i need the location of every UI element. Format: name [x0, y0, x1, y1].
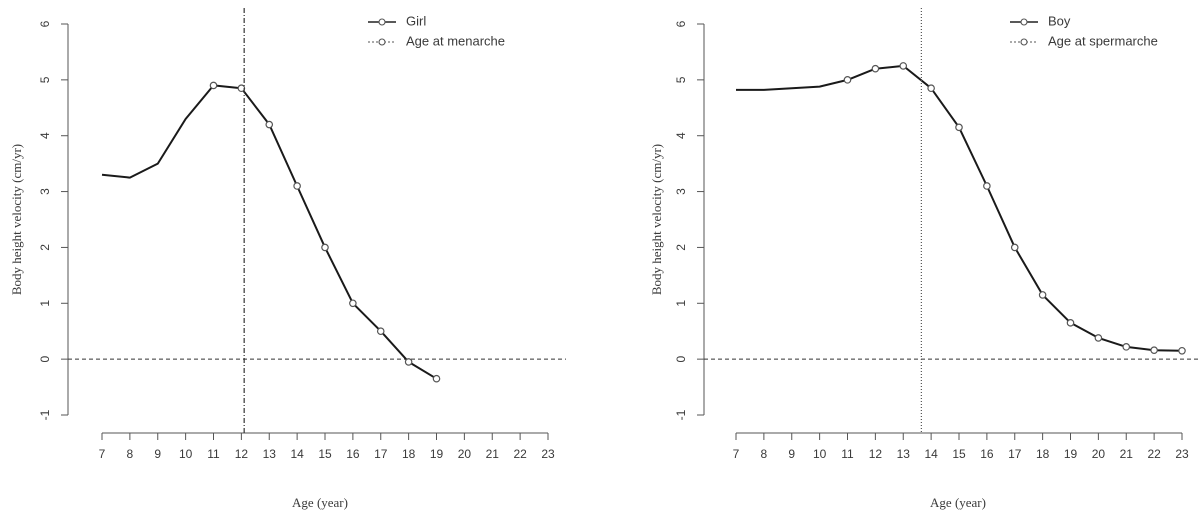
data-point — [1122, 343, 1131, 351]
x-tick-label: 7 — [733, 447, 740, 461]
x-tick-label: 19 — [430, 447, 444, 461]
data-point — [1038, 291, 1047, 299]
y-tick-label: 6 — [38, 20, 52, 27]
y-tick-label: -1 — [674, 409, 688, 420]
x-tick-label: 15 — [952, 447, 966, 461]
x-tick-label: 10 — [179, 447, 193, 461]
x-tick-label: 15 — [318, 447, 332, 461]
x-tick-label: 10 — [813, 447, 827, 461]
x-tick-label: 7 — [99, 447, 106, 461]
legend-swatch-marker — [1020, 18, 1028, 26]
data-point — [349, 299, 357, 308]
x-tick-label: 13 — [263, 447, 277, 461]
data-point — [209, 81, 218, 90]
data-point — [432, 374, 441, 383]
legend: Girl Age at menarche — [368, 13, 505, 48]
y-tick-label: 5 — [38, 76, 52, 83]
legend-swatch-marker — [378, 18, 386, 26]
y-tick-label: 0 — [38, 355, 52, 362]
data-point — [871, 64, 880, 73]
x-tick-label: 17 — [374, 447, 388, 461]
data-point — [293, 182, 301, 190]
x-tick-label: 11 — [207, 447, 220, 461]
data-point — [1066, 319, 1075, 327]
legend-label: Girl — [406, 13, 426, 28]
x-tick-label: 9 — [788, 447, 795, 461]
data-point — [955, 123, 963, 132]
x-tick-label: 16 — [980, 447, 994, 461]
x-tick-label: 11 — [841, 447, 854, 461]
x-tick-label: 21 — [1120, 447, 1134, 461]
data-point — [983, 182, 991, 190]
legend-swatch-marker — [1020, 38, 1028, 46]
y-axis-title: Body height velocity (cm/yr) — [9, 144, 24, 295]
x-tick-label: 20 — [458, 447, 472, 461]
y-tick-label: 0 — [674, 355, 688, 362]
data-point — [927, 84, 935, 93]
data-point — [1010, 243, 1019, 252]
series-line-girl — [101, 84, 438, 380]
y-tick-label: 5 — [674, 76, 688, 83]
y-tick-label: 1 — [674, 300, 688, 307]
x-tick-label: 22 — [1147, 447, 1161, 461]
data-point — [899, 62, 908, 70]
y-tick-label: 3 — [38, 188, 52, 195]
data-point — [265, 120, 274, 129]
y-axis-title: Body height velocity (cm/yr) — [649, 144, 664, 295]
y-tick-label: 2 — [38, 244, 52, 251]
y-tick-label: 6 — [674, 20, 688, 27]
x-tick-label: 23 — [541, 447, 555, 461]
legend-swatch-marker — [378, 38, 386, 46]
legend-label: Age at spermarche — [1048, 33, 1158, 48]
y-tick-label: 2 — [674, 244, 688, 251]
legend-label: Age at menarche — [406, 33, 505, 48]
x-tick-label: 13 — [897, 447, 911, 461]
y-tick-label: 1 — [38, 300, 52, 307]
x-axis-title: Age (year) — [930, 495, 986, 510]
y-tick-label: 4 — [38, 132, 52, 139]
x-tick-label: 8 — [761, 447, 768, 461]
x-tick-label: 19 — [1064, 447, 1078, 461]
x-tick-label: 8 — [127, 447, 134, 461]
data-point — [1150, 346, 1158, 355]
data-point — [404, 358, 413, 366]
legend-label: Boy — [1048, 13, 1071, 28]
x-tick-label: 20 — [1092, 447, 1106, 461]
x-tick-label: 22 — [513, 447, 527, 461]
y-tick-label: -1 — [38, 409, 52, 420]
data-point — [321, 243, 329, 252]
data-point — [843, 76, 852, 84]
x-tick-label: 17 — [1008, 447, 1022, 461]
data-point — [1178, 346, 1186, 355]
x-tick-label: 14 — [924, 447, 938, 461]
x-tick-label: 14 — [290, 447, 304, 461]
x-tick-label: 23 — [1175, 447, 1189, 461]
x-tick-label: 12 — [869, 447, 883, 461]
y-tick-label: 3 — [674, 188, 688, 195]
data-point — [1094, 334, 1103, 342]
series-line-boy — [736, 64, 1183, 352]
y-tick-label: 4 — [674, 132, 688, 139]
x-tick-label: 16 — [346, 447, 360, 461]
x-tick-label: 12 — [235, 447, 249, 461]
x-tick-label: 18 — [402, 447, 416, 461]
legend: Boy Age at spermarche — [1010, 13, 1158, 48]
data-point — [376, 327, 385, 336]
x-tick-label: 18 — [1036, 447, 1050, 461]
x-tick-label: 9 — [154, 447, 161, 461]
x-tick-label: 21 — [486, 447, 500, 461]
x-axis-title: Age (year) — [292, 495, 348, 510]
